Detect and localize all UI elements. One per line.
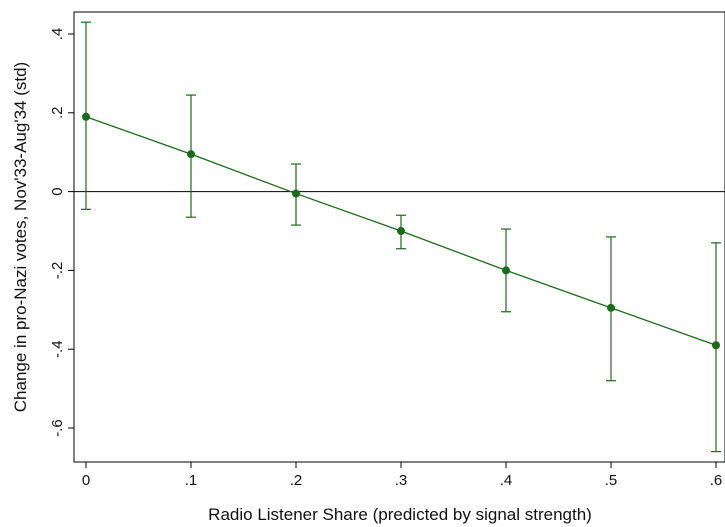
data-point bbox=[607, 303, 615, 312]
data-point bbox=[712, 341, 720, 350]
data-points bbox=[82, 112, 720, 350]
y-axis-title: Change in pro-Nazi votes, Nov'33-Aug'34 … bbox=[11, 62, 30, 412]
x-tick-label: .5 bbox=[605, 472, 618, 489]
y-tick-label: -.2 bbox=[49, 262, 66, 280]
x-axis: 0 .1 .2 .3 .4 .5 .6 bbox=[82, 462, 722, 489]
y-tick-label: -.4 bbox=[49, 340, 66, 358]
x-tick-label: 0 bbox=[82, 472, 90, 489]
y-tick-label: .2 bbox=[49, 107, 66, 120]
data-point bbox=[292, 189, 300, 198]
x-tick-label: .3 bbox=[395, 472, 408, 489]
x-tick-label: .1 bbox=[185, 472, 198, 489]
x-tick-label: .6 bbox=[710, 472, 723, 489]
x-tick-label: .2 bbox=[290, 472, 303, 489]
data-point bbox=[187, 150, 195, 159]
plot-frame bbox=[73, 11, 725, 463]
y-tick-label: -.6 bbox=[49, 419, 66, 437]
x-axis-title: Radio Listener Share (predicted by signa… bbox=[208, 505, 592, 524]
y-tick-label: 0 bbox=[49, 187, 66, 195]
y-tick-label: .4 bbox=[49, 28, 66, 41]
data-point bbox=[82, 112, 90, 121]
x-tick-label: .4 bbox=[500, 472, 513, 489]
data-point bbox=[502, 266, 510, 275]
data-point bbox=[397, 227, 405, 235]
confidence-intervals bbox=[81, 21, 721, 453]
y-axis: .4 .2 0 -.2 -.4 -.6 bbox=[49, 28, 74, 437]
